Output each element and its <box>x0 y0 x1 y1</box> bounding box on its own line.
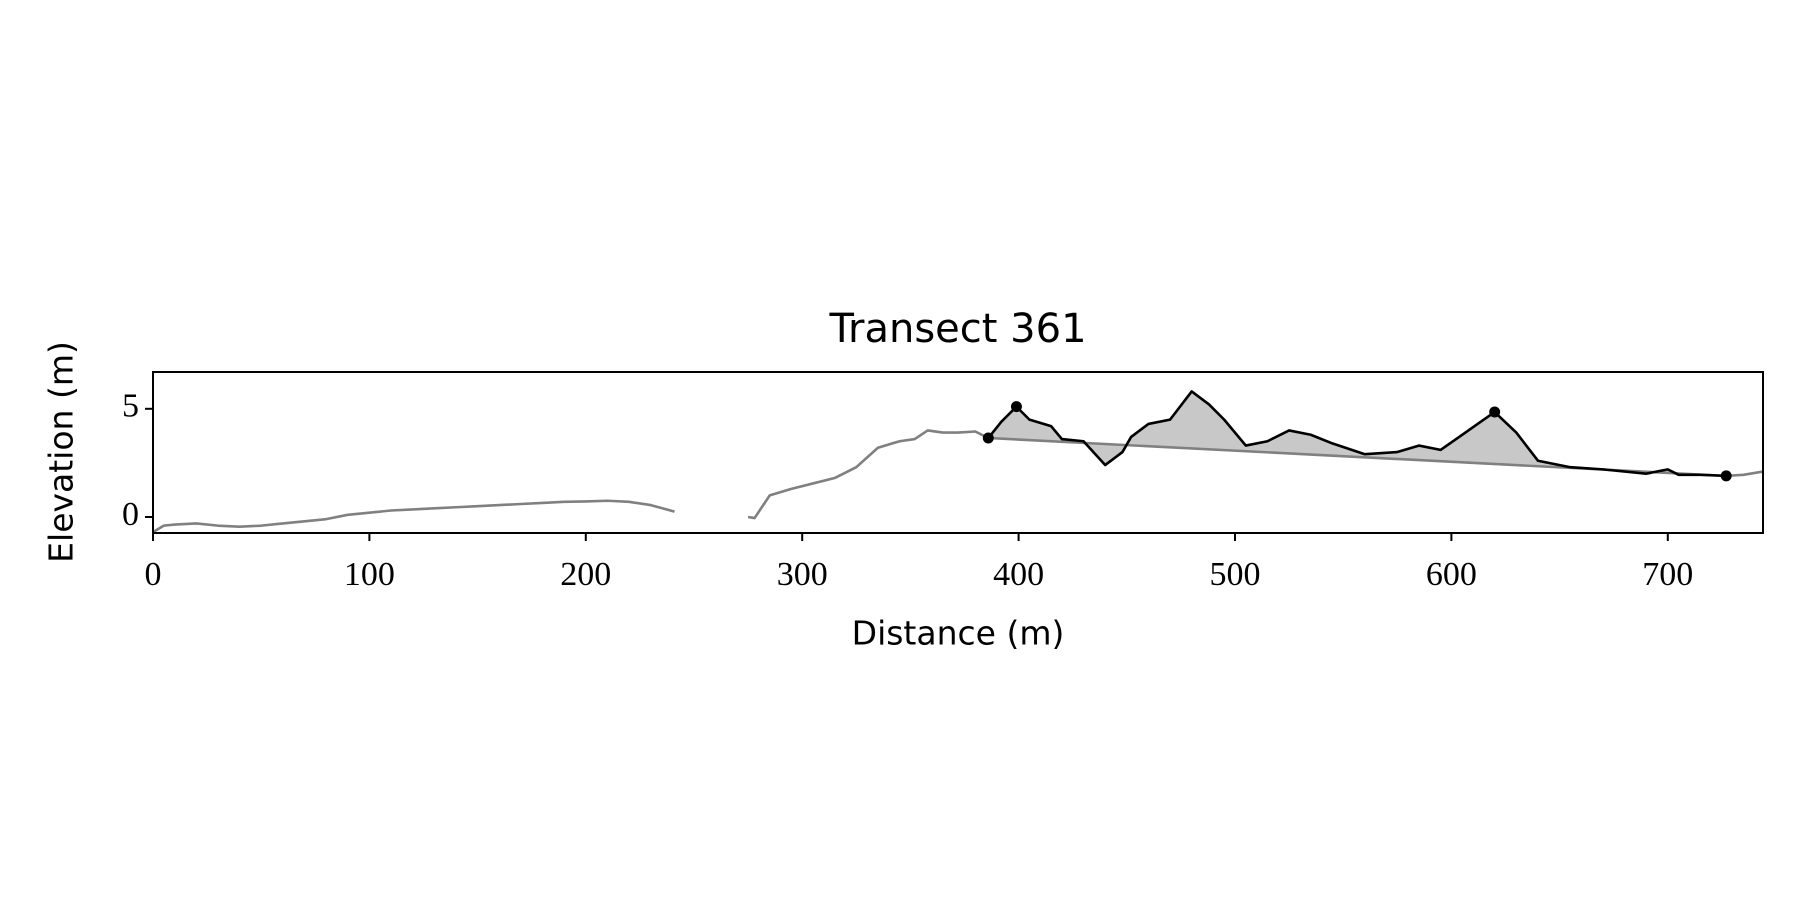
y-axis-label: Elevation (m) <box>42 341 81 563</box>
x-tick-label: 400 <box>993 556 1044 593</box>
marker <box>1489 406 1501 418</box>
chart-title: Transect 361 <box>828 306 1086 352</box>
y-tick-label: 0 <box>122 496 139 533</box>
fill-area <box>988 391 1727 476</box>
x-tick-label: 200 <box>560 556 611 593</box>
marker <box>1720 470 1732 482</box>
x-tick-label: 500 <box>1209 556 1260 593</box>
line <box>152 429 1764 534</box>
x-tick-label: 0 <box>145 556 162 593</box>
x-tick-label: 600 <box>1426 556 1477 593</box>
y-tick-label: 5 <box>122 388 139 425</box>
marker <box>1010 401 1022 413</box>
x-tick-label: 700 <box>1642 556 1693 593</box>
x-tick-label: 300 <box>777 556 828 593</box>
marker <box>982 432 994 444</box>
x-axis-label: Distance (m) <box>852 614 1065 653</box>
line <box>987 390 1727 478</box>
x-tick-label: 100 <box>344 556 395 593</box>
plot-frame <box>152 371 1764 534</box>
